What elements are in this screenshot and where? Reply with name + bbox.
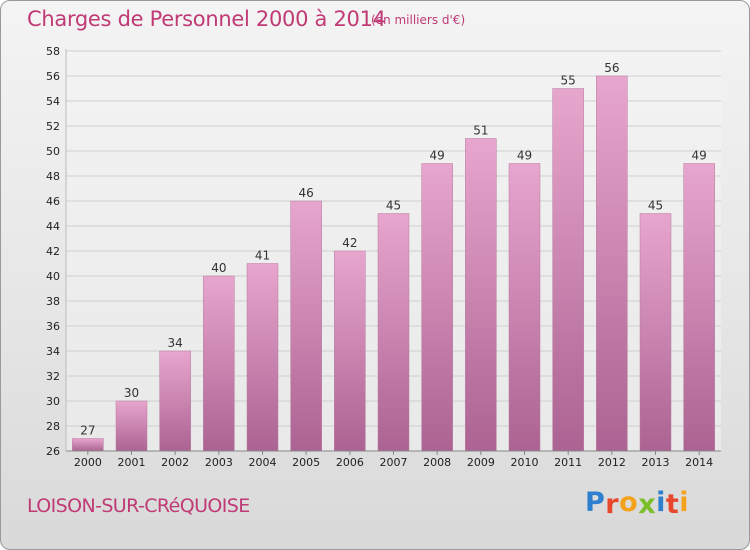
proxiti-logo: Proxiti [585, 487, 690, 520]
bar-2002 [159, 350, 191, 452]
logo-letter: r [605, 489, 620, 520]
data-label: 30 [124, 386, 139, 400]
chart-subtitle: (en milliers d'€) [371, 13, 466, 27]
data-label: 42 [342, 236, 357, 250]
x-tick-label: 2001 [118, 456, 146, 469]
bar-2010 [508, 163, 541, 452]
x-tick-label: 2014 [685, 456, 713, 469]
y-tick-label: 46 [46, 195, 60, 208]
x-tick-label: 2006 [336, 456, 364, 469]
bar-2004 [246, 263, 279, 452]
data-labels: 27 30 34 40 41 46 42 45 49 51 49 55 56 45 49 [80, 61, 707, 438]
y-tick-label: 56 [46, 70, 60, 83]
y-tick-label: 42 [46, 245, 60, 258]
bar-2013 [639, 213, 672, 452]
bar-2003 [203, 275, 235, 452]
data-label: 45 [386, 199, 401, 213]
y-tick-label: 50 [46, 145, 60, 158]
y-axis: 26 28 30 32 34 36 38 40 42 44 46 48 50 52 54 56 58 [46, 45, 60, 458]
bar-2008 [421, 163, 453, 452]
data-label: 49 [517, 149, 532, 163]
x-tick-label: 2000 [74, 456, 102, 469]
bar-2000 [72, 438, 104, 452]
data-label: 40 [211, 261, 226, 275]
y-tick-label: 52 [46, 120, 60, 133]
logo-letter: x [638, 489, 657, 520]
data-label: 55 [561, 74, 576, 88]
data-label: 45 [648, 199, 663, 213]
data-label: 51 [473, 124, 488, 138]
y-tick-label: 58 [46, 45, 60, 58]
y-tick-label: 40 [46, 270, 60, 283]
x-tick-label: 2007 [380, 456, 408, 469]
y-tick-label: 26 [46, 445, 60, 458]
y-tick-label: 30 [46, 395, 60, 408]
y-tick-label: 32 [46, 370, 60, 383]
bar-2009 [465, 138, 497, 452]
bar-2012 [596, 75, 628, 452]
bar-2001 [115, 400, 148, 452]
x-tick-label: 2008 [423, 456, 451, 469]
data-label: 46 [299, 186, 314, 200]
x-tick-label: 2009 [467, 456, 495, 469]
data-label: 34 [168, 336, 183, 350]
y-tick-label: 28 [46, 420, 60, 433]
y-tick-label: 34 [46, 345, 60, 358]
x-tick-label: 2013 [642, 456, 670, 469]
y-tick-label: 38 [46, 295, 60, 308]
x-tick-label: 2005 [292, 456, 320, 469]
bars [72, 75, 715, 452]
logo-letter: i [656, 487, 666, 518]
data-label: 27 [80, 424, 95, 438]
y-tick-label: 36 [46, 320, 60, 333]
commune-name: LOISON-SUR-CRéQUOISE [27, 495, 250, 517]
x-axis: 2000 2001 2002 2003 2004 2005 2006 2007 2008 2009… [74, 451, 713, 469]
data-label: 49 [692, 149, 707, 163]
bar-2006 [334, 250, 366, 452]
x-tick-label: 2002 [161, 456, 189, 469]
bar-chart: 26 28 30 32 34 36 38 40 42 44 46 48 50 52 54 56 58 27 30 3… [46, 45, 721, 469]
logo-letter: t [665, 489, 680, 520]
y-tick-label: 54 [46, 95, 60, 108]
bar-2011 [552, 88, 584, 452]
data-label: 49 [430, 149, 445, 163]
logo-letter: P [585, 487, 606, 518]
bar-2014 [683, 163, 715, 452]
data-label: 56 [604, 61, 619, 75]
y-tick-label: 44 [46, 220, 60, 233]
x-tick-label: 2003 [205, 456, 233, 469]
bar-2007 [377, 213, 410, 452]
x-tick-label: 2011 [554, 456, 582, 469]
bar-2005 [290, 200, 322, 452]
chart-title: Charges de Personnel 2000 à 2014 [27, 7, 386, 31]
x-tick-label: 2010 [511, 456, 539, 469]
logo-letter: i [679, 487, 690, 518]
data-label: 41 [255, 249, 270, 263]
logo-letter: o [619, 487, 639, 518]
y-tick-label: 48 [46, 170, 60, 183]
x-tick-label: 2004 [249, 456, 277, 469]
x-tick-label: 2012 [598, 456, 626, 469]
